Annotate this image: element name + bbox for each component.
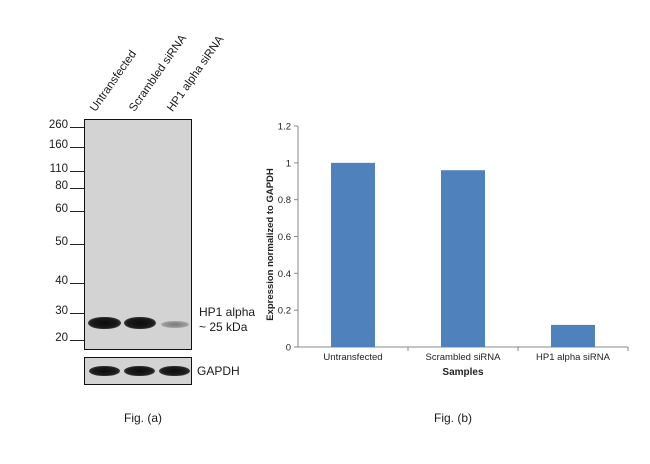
- loading-control-label: GAPDH: [197, 364, 240, 378]
- mw-marker-160: 160: [48, 139, 68, 151]
- mw-tick-20: [70, 340, 84, 341]
- x-category-label: Scrambled siRNA: [426, 352, 502, 363]
- target-label-size: ~ 25 kDa: [199, 320, 248, 334]
- mw-tick-260: [70, 127, 84, 128]
- y-tick-label: 1.2: [278, 122, 291, 133]
- mw-tick-110: [70, 171, 84, 172]
- y-tick-label: 0.8: [278, 195, 291, 206]
- mw-marker-20: 20: [55, 332, 68, 344]
- blot-panel-main: [84, 119, 192, 350]
- y-tick-label: 1: [286, 158, 291, 169]
- y-tick-label: 0.4: [278, 269, 291, 280]
- mw-tick-160: [70, 147, 84, 148]
- mw-marker-60: 60: [55, 203, 68, 215]
- y-tick-label: 0.2: [278, 306, 291, 317]
- mw-tick-60: [70, 211, 84, 212]
- bar-1: [331, 162, 375, 347]
- y-axis-title: Expression normalized to GAPDH: [265, 168, 276, 321]
- blot-panel-gapdh: [84, 357, 192, 385]
- mw-marker-80: 80: [55, 180, 68, 192]
- band-gapdh-hp1-sirna: [159, 366, 190, 376]
- x-category-label: Untransfected: [323, 352, 382, 363]
- band-gapdh-untransfected: [89, 366, 120, 376]
- mw-tick-30: [70, 313, 84, 314]
- bar-3: [551, 324, 595, 347]
- x-category-label: HP1 alpha siRNA: [536, 352, 611, 363]
- figure-b-caption: Fig. (b): [434, 411, 473, 425]
- band-hp1-untransfected: [88, 317, 121, 329]
- bar-2: [441, 170, 485, 347]
- band-hp1-hp1-sirna: [161, 321, 189, 328]
- mw-tick-50: [70, 244, 84, 245]
- mw-tick-80: [70, 188, 84, 189]
- y-tick-label: 0.6: [278, 232, 291, 243]
- band-gapdh-scrambled: [124, 366, 155, 376]
- band-hp1-scrambled: [124, 317, 156, 329]
- target-label-hp1-alpha: HP1 alpha: [199, 305, 256, 319]
- x-axis-title: Samples: [442, 367, 484, 378]
- mw-marker-110: 110: [49, 163, 68, 175]
- mw-marker-260: 260: [48, 119, 68, 131]
- mw-tick-40: [70, 283, 84, 284]
- mw-marker-30: 30: [55, 305, 68, 317]
- chart-bars: [331, 162, 595, 347]
- figure-a-caption: Fig. (a): [124, 411, 163, 425]
- chart-labels: 0 0.2 0.4 0.6 0.8 1 1.2 Untransfected Scrambled …: [265, 122, 611, 379]
- y-tick-label: 0: [286, 343, 291, 354]
- mw-marker-50: 50: [55, 236, 68, 248]
- mw-marker-40: 40: [55, 275, 68, 287]
